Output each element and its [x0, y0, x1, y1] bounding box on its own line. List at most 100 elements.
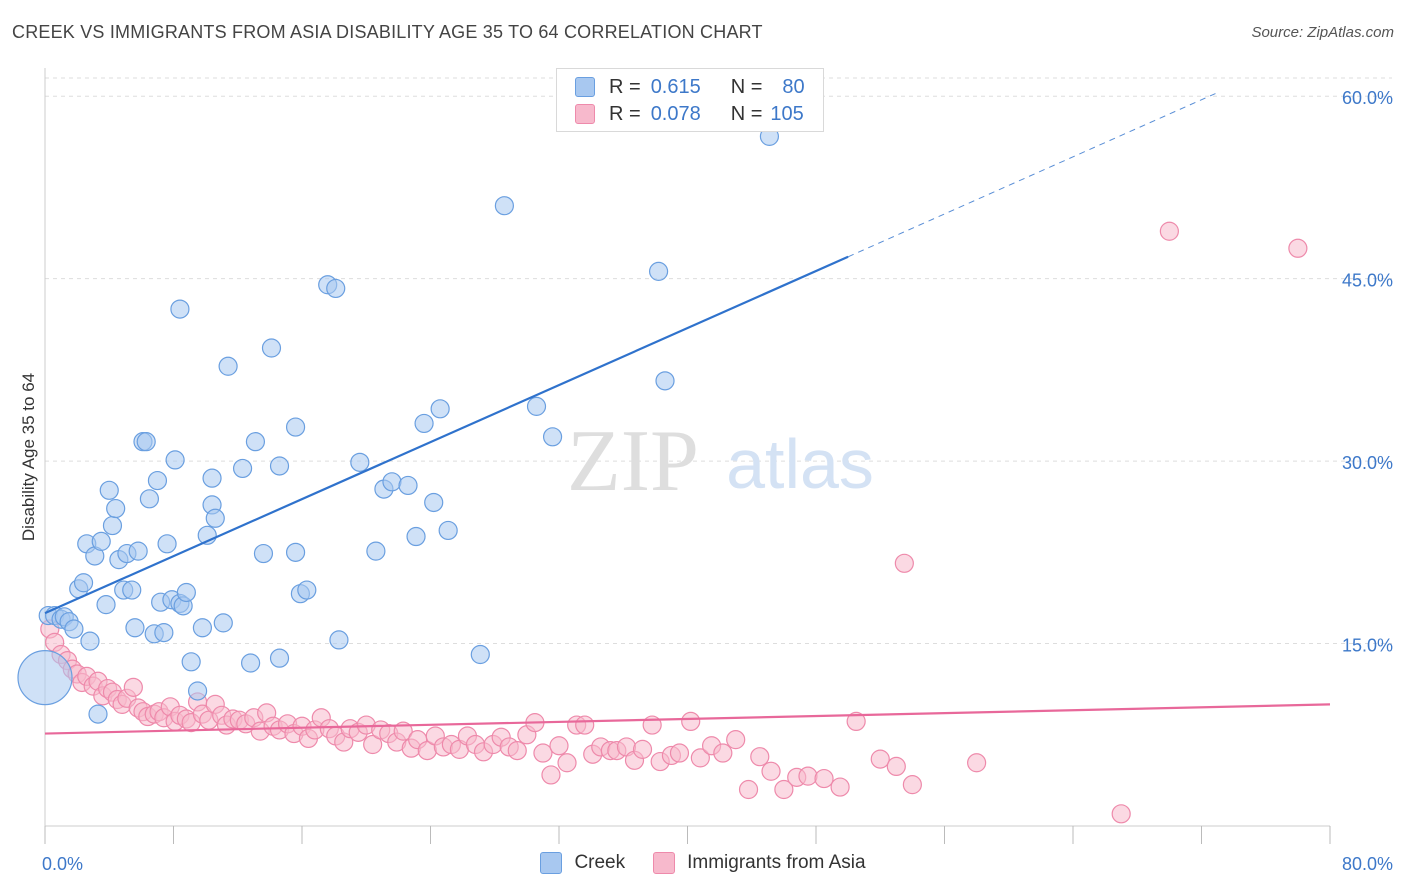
- x-tick-label: 80.0%: [1342, 854, 1393, 874]
- trend-lines: [44, 92, 1331, 735]
- legend-item-asia: Immigrants from Asia: [653, 852, 866, 874]
- grid-lines: [45, 77, 1392, 645]
- creek-point: [128, 541, 148, 561]
- creek-trend-line: [44, 255, 849, 615]
- creek-point: [285, 542, 306, 562]
- creek-point: [73, 573, 94, 593]
- creek-point: [329, 630, 349, 650]
- legend-r-label: R =: [609, 102, 641, 125]
- creek-point: [424, 492, 444, 513]
- creek-point: [106, 498, 126, 519]
- y-axis-label: Disability Age 35 to 64: [19, 373, 38, 541]
- creek-point: [326, 278, 346, 299]
- asia-legend-swatch: [653, 852, 676, 874]
- creek-point: [438, 520, 458, 541]
- creek-swatch: [575, 77, 595, 97]
- asia-point: [507, 740, 527, 761]
- creek-point: [205, 508, 225, 528]
- asia-point: [549, 736, 569, 756]
- creek-point: [382, 472, 402, 492]
- asia-point: [1111, 804, 1131, 824]
- asia-point: [870, 749, 890, 769]
- asia-point: [363, 734, 383, 755]
- creek-point: [154, 623, 174, 643]
- creek-point: [181, 652, 201, 672]
- creek-point: [176, 582, 196, 603]
- creek-point: [102, 515, 123, 536]
- stats-legend: R = 0.615 N = 80 R = 0.078 N = 105: [556, 68, 824, 132]
- asia-point: [1159, 221, 1179, 241]
- asia-point: [393, 721, 413, 741]
- creek-point: [192, 618, 213, 638]
- creek-point: [170, 299, 190, 319]
- creek-point: [88, 704, 108, 724]
- creek-point: [526, 396, 547, 416]
- creek-point: [398, 475, 418, 496]
- creek-point: [648, 261, 669, 281]
- legend-n-label: N =: [730, 75, 763, 98]
- legend-n-value: 105: [770, 102, 804, 125]
- creek-point: [414, 413, 434, 434]
- creek-point: [125, 618, 145, 638]
- creek-point: [366, 541, 386, 561]
- asia-point: [557, 753, 577, 773]
- asia-point: [669, 743, 690, 763]
- series-legend: Creek Immigrants from Asia: [0, 852, 1406, 874]
- asia-point: [738, 779, 759, 800]
- creek-legend-swatch: [540, 852, 563, 874]
- asia-point: [713, 743, 733, 763]
- creek-point: [165, 450, 185, 470]
- asia-points-group: [40, 221, 1308, 824]
- chart-title: CREEK VS IMMIGRANTS FROM ASIA DISABILITY…: [12, 22, 763, 42]
- asia-point: [846, 711, 866, 732]
- creek-point: [80, 631, 100, 651]
- asia-point: [750, 747, 770, 767]
- creek-point: [213, 613, 233, 633]
- asia-point: [681, 711, 701, 732]
- asia-point: [830, 777, 850, 797]
- creek-point: [136, 432, 156, 452]
- creek-point: [139, 489, 160, 509]
- creek-point: [241, 653, 261, 673]
- watermark-atlas: atlas: [726, 425, 874, 503]
- asia-point: [761, 761, 781, 781]
- asia-swatch: [575, 104, 595, 124]
- asia-point: [541, 765, 561, 785]
- legend-r-value: 0.615: [650, 75, 701, 98]
- asia-point: [902, 775, 922, 795]
- asia-point: [886, 756, 906, 777]
- creek-point: [96, 595, 116, 615]
- creek-point: [261, 338, 282, 358]
- asia-point: [814, 768, 834, 789]
- creek-point: [470, 644, 490, 665]
- creek-point: [269, 456, 290, 476]
- legend-r-value: 0.078: [650, 102, 701, 125]
- legend-row-creek: R = 0.615 N = 80: [575, 76, 805, 98]
- asia-point: [774, 779, 794, 800]
- creek-point: [542, 427, 563, 447]
- asia-trend-line: [44, 703, 1331, 735]
- creek-point: [655, 371, 675, 391]
- tick-labels: 15.0% 30.0% 45.0% 60.0% 0.0% 80.0%: [42, 88, 1393, 874]
- asia-point: [123, 677, 143, 697]
- legend-row-asia: R = 0.078 N = 105: [575, 103, 804, 125]
- creek-point: [218, 356, 238, 376]
- creek-point: [350, 452, 370, 472]
- legend-label-asia: Immigrants from Asia: [687, 852, 866, 873]
- creek-point: [245, 432, 266, 452]
- watermark-zip: ZIP: [567, 413, 699, 510]
- legend-item-creek: Creek: [540, 852, 625, 874]
- creek-point: [406, 526, 426, 547]
- source-label: Source: ZipAtlas.com: [1251, 24, 1394, 41]
- y-tick-label: 60.0%: [1342, 88, 1393, 108]
- asia-point: [1288, 238, 1308, 258]
- creek-trend-extension: [847, 92, 1218, 258]
- asia-point: [967, 753, 987, 773]
- legend-n-label: N =: [730, 102, 763, 125]
- creek-point: [157, 534, 177, 554]
- creek-point: [269, 648, 290, 668]
- creek-point: [91, 531, 111, 551]
- creek-point: [187, 681, 208, 701]
- asia-point: [632, 739, 653, 759]
